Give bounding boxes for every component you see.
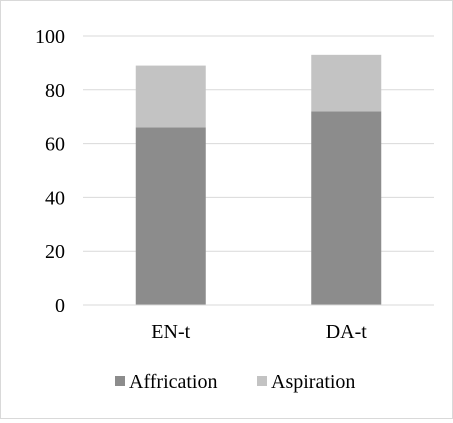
bar-da-t-aspiration: [311, 54, 382, 112]
y-tick-label-100: 100: [35, 26, 65, 48]
legend-swatch-affrication: [115, 376, 125, 386]
bar-en-t-affrication: [135, 127, 206, 306]
legend-item-affrication: Affrication: [115, 371, 218, 393]
y-tick-label-40: 40: [45, 187, 65, 209]
legend-swatch-aspiration: [257, 376, 267, 386]
y-tick-label-60: 60: [45, 134, 65, 156]
category-label-en-t: EN-t: [151, 321, 190, 343]
category-labels: EN-t DA-t: [151, 321, 367, 343]
bar-en-t-aspiration: [135, 65, 206, 128]
bars: [135, 54, 382, 306]
y-axis-tick-labels: 0 20 40 60 80 100: [35, 26, 65, 317]
gridlines: [83, 35, 434, 252]
legend-label-affrication: Affrication: [129, 371, 218, 393]
legend-item-aspiration: Aspiration: [257, 371, 355, 393]
y-tick-label-20: 20: [45, 241, 65, 263]
y-tick-label-0: 0: [55, 295, 65, 317]
y-tick-label-80: 80: [45, 80, 65, 102]
bar-da-t-affrication: [311, 111, 382, 305]
legend-label-aspiration: Aspiration: [271, 371, 355, 393]
category-label-da-t: DA-t: [326, 321, 368, 343]
legend: Affrication Aspiration: [115, 371, 355, 393]
